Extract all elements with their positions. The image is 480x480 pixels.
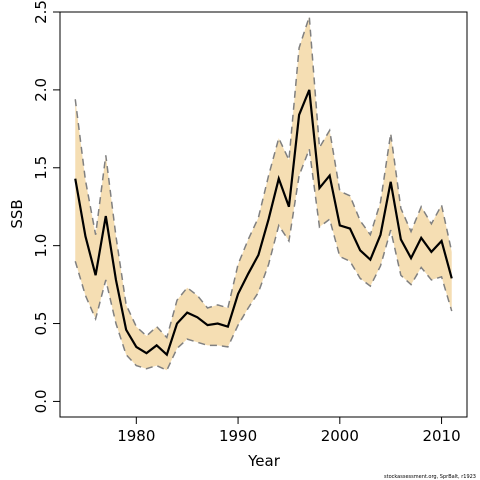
ssb-estimate-line [74, 89, 453, 357]
x-tick-label: 2000 [321, 427, 359, 445]
y-tick-label: 1.5 [32, 156, 50, 180]
x-tick-label: 2010 [422, 427, 460, 445]
y-axis-title: SSB [8, 199, 26, 228]
y-tick-label: 1.0 [32, 234, 50, 258]
credit-text: stockassessment.org, SprBalt, r1923 [384, 474, 476, 480]
y-tick-label: 2.5 [32, 0, 50, 24]
y-tick-label: 0.5 [32, 312, 50, 336]
x-tick-label: 1980 [117, 427, 155, 445]
y-axis: 0.0 0.5 1.0 1.5 2.0 2.5 [32, 0, 60, 413]
x-axis-title: Year [247, 452, 281, 470]
y-tick-label: 0.0 [32, 389, 50, 413]
lower-bound-line [74, 148, 453, 372]
x-axis: 1980 1990 2000 2010 [117, 417, 461, 445]
x-tick-label: 1990 [219, 427, 257, 445]
y-tick-label: 2.0 [32, 78, 50, 102]
plot-frame [59, 11, 468, 418]
series-line-layer [74, 16, 453, 372]
